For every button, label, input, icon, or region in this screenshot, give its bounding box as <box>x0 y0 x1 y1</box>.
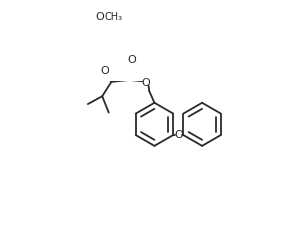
Text: O: O <box>128 55 137 65</box>
Text: O: O <box>95 12 104 22</box>
Text: O: O <box>142 78 150 88</box>
Text: CH₃: CH₃ <box>105 12 123 22</box>
Text: O: O <box>101 66 109 77</box>
Text: O: O <box>174 130 183 140</box>
